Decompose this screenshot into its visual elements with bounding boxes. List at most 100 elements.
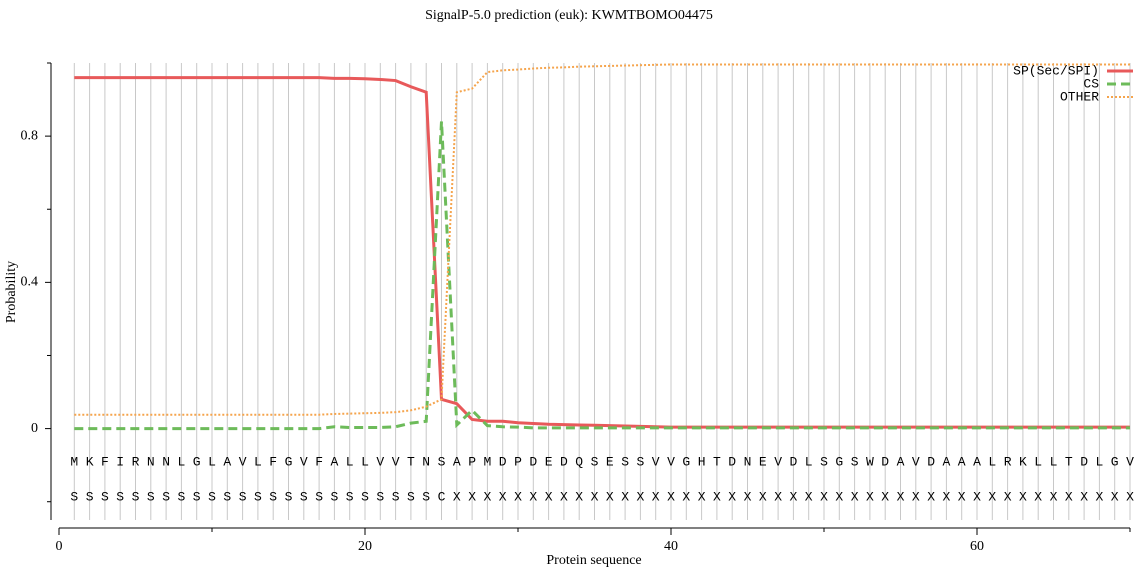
residue-annotation: X — [728, 489, 736, 504]
residue-annotation: X — [483, 489, 491, 504]
residue: E — [545, 454, 553, 469]
residue: T — [713, 454, 721, 469]
residue: V — [774, 454, 782, 469]
residue: A — [958, 454, 966, 469]
residue-annotation: X — [988, 489, 996, 504]
residue-annotation: S — [315, 489, 323, 504]
residue: D — [529, 454, 537, 469]
residue: T — [407, 454, 415, 469]
residue-annotation: X — [682, 489, 690, 504]
residue-annotation: X — [468, 489, 476, 504]
residue-annotation: X — [560, 489, 568, 504]
x-tick-label: 20 — [358, 539, 372, 554]
residue: D — [560, 454, 568, 469]
residue: L — [346, 454, 354, 469]
residue-annotation: S — [132, 489, 140, 504]
residue: N — [162, 454, 170, 469]
residue-annotation: X — [1126, 489, 1134, 504]
residue: V — [652, 454, 660, 469]
residue-annotation: X — [545, 489, 553, 504]
series-line — [74, 121, 1130, 431]
residue: V — [667, 454, 675, 469]
residue-annotation: S — [422, 489, 430, 504]
residue-annotation: S — [300, 489, 308, 504]
residue-annotation: X — [652, 489, 660, 504]
residue-annotation: S — [147, 489, 155, 504]
residue: F — [269, 454, 277, 469]
residue-annotation: X — [897, 489, 905, 504]
residue-annotation: X — [942, 489, 950, 504]
residue: F — [315, 454, 323, 469]
residue: L — [988, 454, 996, 469]
residue: A — [223, 454, 231, 469]
residue-annotation: X — [958, 489, 966, 504]
residue-annotation: X — [1019, 489, 1027, 504]
residue: R — [132, 454, 140, 469]
residue: L — [1095, 454, 1103, 469]
residue-annotation: X — [835, 489, 843, 504]
residue-annotation: X — [1004, 489, 1012, 504]
residue: D — [1080, 454, 1088, 469]
residue: Q — [575, 454, 583, 469]
residue-annotation: X — [1111, 489, 1119, 504]
residue: D — [927, 454, 935, 469]
residue-annotation: S — [346, 489, 354, 504]
residue-annotation: S — [285, 489, 293, 504]
residue-annotation: X — [1095, 489, 1103, 504]
residue: V — [1126, 454, 1134, 469]
residue: S — [621, 454, 629, 469]
residue-annotation: X — [514, 489, 522, 504]
residue: A — [942, 454, 950, 469]
residue: G — [193, 454, 201, 469]
residue: D — [789, 454, 797, 469]
residue-annotation: S — [361, 489, 369, 504]
residue-annotation: X — [575, 489, 583, 504]
residue: M — [70, 454, 78, 469]
residue: D — [728, 454, 736, 469]
y-tick-label: 0.4 — [21, 275, 39, 290]
residue: P — [514, 454, 522, 469]
y-tick-label: 0 — [31, 421, 38, 436]
residue-annotation: X — [744, 489, 752, 504]
residue-annotation: S — [376, 489, 384, 504]
residue: D — [499, 454, 507, 469]
legend-label: SP(Sec/SPI) — [1013, 63, 1099, 78]
residue: A — [330, 454, 338, 469]
residue: S — [820, 454, 828, 469]
residue: W — [866, 454, 874, 469]
residue: L — [208, 454, 216, 469]
residue: G — [285, 454, 293, 469]
residue-annotation: S — [101, 489, 109, 504]
residue: A — [453, 454, 461, 469]
residue: S — [636, 454, 644, 469]
legend-label: OTHER — [1060, 89, 1099, 104]
residue-annotation: S — [177, 489, 185, 504]
residue: S — [438, 454, 446, 469]
residue: H — [698, 454, 706, 469]
residue: N — [744, 454, 752, 469]
residue-annotation: X — [1080, 489, 1088, 504]
residue-annotation: S — [254, 489, 262, 504]
residue-annotation: S — [392, 489, 400, 504]
residue: V — [392, 454, 400, 469]
residue-annotation: X — [713, 489, 721, 504]
residue: L — [1050, 454, 1058, 469]
residue-annotation: S — [330, 489, 338, 504]
residue-annotation: X — [851, 489, 859, 504]
residue: N — [147, 454, 155, 469]
residue: L — [1034, 454, 1042, 469]
x-tick-label: 60 — [970, 539, 984, 554]
residue-annotation: S — [407, 489, 415, 504]
residue: S — [851, 454, 859, 469]
residue-annotation: X — [927, 489, 935, 504]
residue-annotation: X — [805, 489, 813, 504]
residue-annotation: X — [774, 489, 782, 504]
residue-annotation: X — [591, 489, 599, 504]
residue: M — [483, 454, 491, 469]
residue-annotation: X — [973, 489, 981, 504]
residue: V — [912, 454, 920, 469]
residue-annotation: X — [621, 489, 629, 504]
series-line — [74, 63, 1130, 416]
residue-annotation: X — [866, 489, 874, 504]
